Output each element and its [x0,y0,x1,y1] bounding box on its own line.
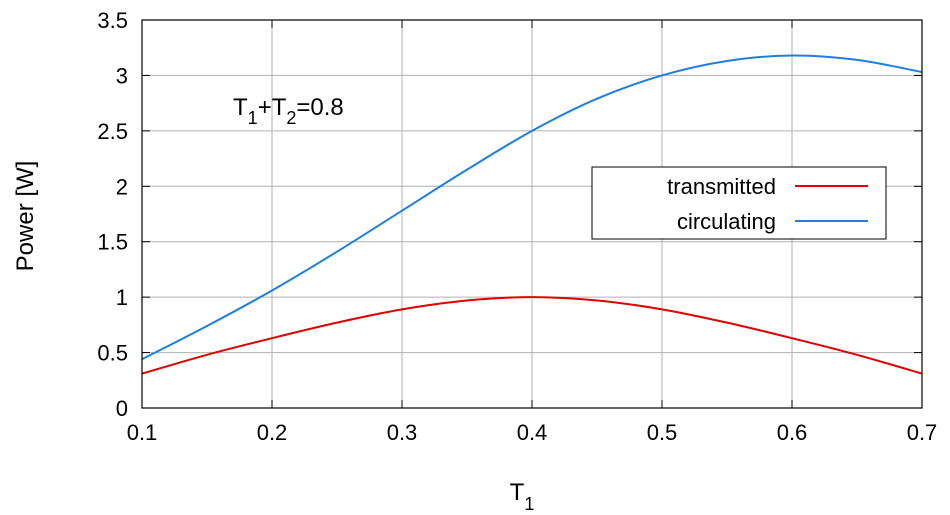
y-axis: 0 0.5 1 1.5 2 2.5 3 3.5 [97,8,922,421]
annotation-part: 2 [286,108,296,128]
x-tick-label: 0.1 [127,420,158,445]
y-tick-label: 2.5 [97,119,128,144]
y-tick-label: 2 [116,174,128,199]
plot-frame [141,19,923,409]
x-tick-label: 0.6 [777,420,808,445]
x-tick-label: 0.4 [517,420,548,445]
annotation-label: T1+T2=0.8 [233,94,344,128]
y-tick-label: 1 [116,285,128,310]
series-line-circulating [141,54,923,361]
legend-box [591,166,887,240]
x-tick-label: 0.3 [387,420,418,445]
x-axis-title-subscript: 1 [524,494,534,514]
annotation-part: T [233,94,248,121]
y-tick-label: 1.5 [97,230,128,255]
x-tick-label: 0.2 [257,420,288,445]
x-axis: 0.1 0.2 0.3 0.4 0.5 0.6 0.7 [127,20,938,445]
x-axis-title-main: T [510,479,525,506]
y-tick-label: 3 [116,63,128,88]
legend-label-circulating: circulating [677,209,776,234]
annotation-part: =0.8 [296,94,343,121]
y-tick-label: 0 [116,396,128,421]
annotation-part: +T [258,94,287,121]
x-tick-label: 0.7 [907,420,938,445]
y-tick-label: 0.5 [97,341,128,366]
legend: transmitted circulating [591,166,887,240]
x-axis-title: T1 [510,479,535,514]
y-axis-title: Power [W] [12,161,39,272]
x-tick-label: 0.5 [647,420,678,445]
series-line-transmitted [141,296,923,375]
series-layer [141,54,923,375]
annotation-part: 1 [248,108,258,128]
legend-label-transmitted: transmitted [667,174,776,199]
y-tick-label: 3.5 [97,8,128,33]
